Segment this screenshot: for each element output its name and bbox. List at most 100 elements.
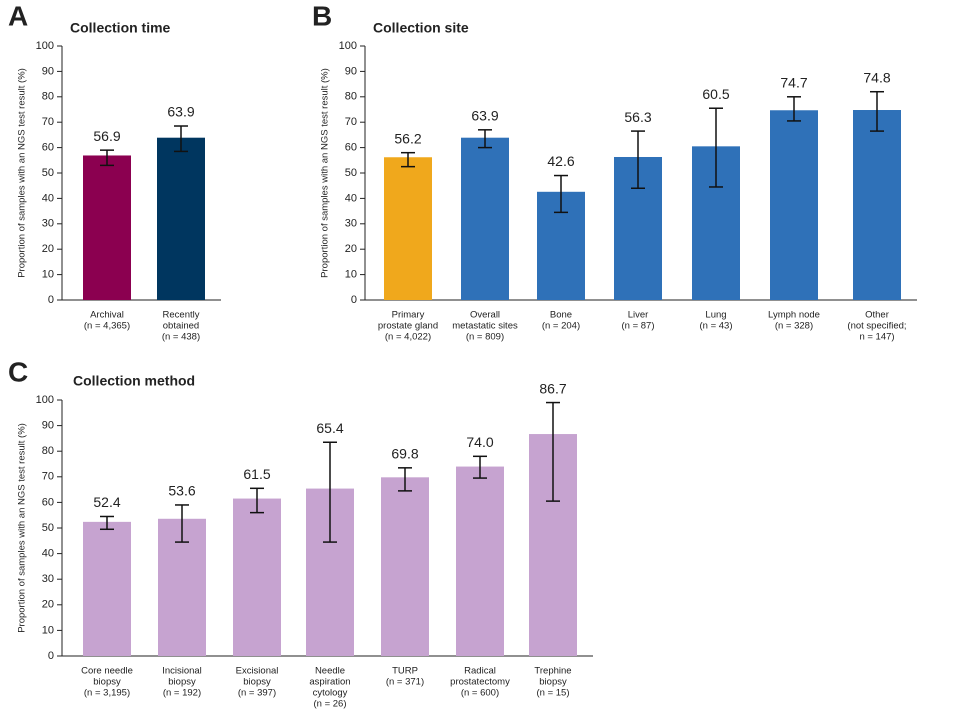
chart-title: Collection site	[373, 20, 469, 36]
x-tick-label: Other	[865, 310, 889, 321]
y-tick-label: 90	[42, 420, 54, 432]
value-label: 61.5	[243, 466, 270, 482]
value-label: 65.4	[316, 420, 343, 436]
y-tick-label: 60	[42, 142, 54, 154]
value-label: 52.4	[93, 494, 120, 510]
bar	[456, 466, 504, 656]
y-tick-label: 90	[345, 65, 357, 77]
chart-title: Collection method	[73, 373, 195, 389]
bar	[853, 110, 901, 301]
y-tick-label: 40	[345, 192, 357, 204]
bar	[461, 137, 509, 300]
y-tick-label: 10	[42, 624, 54, 636]
x-tick-label: Overall	[470, 310, 500, 321]
y-tick-label: 20	[42, 243, 54, 255]
y-tick-label: 50	[345, 167, 357, 179]
y-tick-label: 0	[351, 294, 357, 306]
x-tick-label: (n = 192)	[163, 688, 201, 699]
x-tick-label: Liver	[628, 310, 649, 321]
panel-letter: B	[312, 0, 332, 31]
x-tick-label: prostate gland	[378, 321, 438, 332]
value-label: 63.9	[471, 108, 498, 124]
x-tick-label: n = 147)	[859, 332, 894, 343]
x-tick-label: (not specified;	[847, 321, 906, 332]
bar	[233, 498, 281, 656]
x-tick-label: Recently	[163, 310, 200, 321]
bar	[384, 157, 432, 300]
x-tick-label: (n = 600)	[461, 688, 499, 699]
y-tick-label: 80	[42, 91, 54, 103]
y-tick-label: 20	[42, 599, 54, 611]
x-tick-label: Incisional	[162, 666, 202, 677]
y-tick-label: 100	[36, 394, 54, 406]
y-axis-label: Proportion of samples with an NGS test r…	[320, 68, 331, 278]
y-tick-label: 40	[42, 548, 54, 560]
chart-title: Collection time	[70, 20, 171, 36]
bar	[157, 137, 205, 300]
x-tick-label: Excisional	[236, 666, 279, 677]
x-tick-label: (n = 87)	[621, 321, 654, 332]
y-tick-label: 30	[42, 218, 54, 230]
x-tick-label: (n = 26)	[313, 699, 346, 710]
y-axis-label: Proportion of samples with an NGS test r…	[17, 68, 28, 278]
x-tick-label: (n = 3,195)	[84, 688, 130, 699]
y-tick-label: 60	[42, 496, 54, 508]
x-tick-label: (n = 809)	[466, 332, 504, 343]
y-tick-label: 100	[339, 40, 357, 52]
x-tick-label: prostatectomy	[450, 677, 510, 688]
x-tick-label: cytology	[313, 688, 348, 699]
value-label: 74.0	[466, 434, 493, 450]
y-tick-label: 70	[42, 471, 54, 483]
y-tick-label: 30	[42, 573, 54, 585]
y-tick-label: 0	[48, 650, 54, 662]
x-tick-label: (n = 204)	[542, 321, 580, 332]
y-tick-label: 0	[48, 294, 54, 306]
x-tick-label: metastatic sites	[452, 321, 518, 332]
x-tick-label: Needle	[315, 666, 345, 677]
y-tick-label: 40	[42, 192, 54, 204]
x-tick-label: Radical	[464, 666, 496, 677]
bar	[770, 110, 818, 301]
x-tick-label: Primary	[392, 310, 425, 321]
value-label: 56.2	[394, 130, 421, 146]
x-tick-label: aspiration	[309, 677, 350, 688]
value-label: 60.5	[702, 86, 729, 102]
value-label: 69.8	[391, 446, 418, 462]
x-tick-label: Core needle	[81, 666, 133, 677]
y-tick-label: 70	[345, 116, 357, 128]
x-tick-label: biopsy	[243, 677, 271, 688]
x-tick-label: Lymph node	[768, 310, 820, 321]
x-tick-label: (n = 438)	[162, 332, 200, 343]
value-label: 74.7	[780, 75, 807, 91]
y-tick-label: 80	[345, 91, 357, 103]
value-label: 86.7	[539, 380, 566, 396]
x-tick-label: Lung	[705, 310, 726, 321]
x-tick-label: (n = 397)	[238, 688, 276, 699]
panel-letter: C	[8, 356, 28, 387]
y-tick-label: 10	[42, 269, 54, 281]
value-label: 42.6	[547, 153, 574, 169]
y-tick-label: 60	[345, 142, 357, 154]
x-tick-label: Archival	[90, 310, 124, 321]
value-label: 63.9	[167, 104, 194, 120]
x-tick-label: (n = 15)	[536, 688, 569, 699]
x-tick-label: Bone	[550, 310, 572, 321]
x-tick-label: (n = 328)	[775, 321, 813, 332]
x-tick-label: (n = 4,365)	[84, 321, 130, 332]
x-tick-label: biopsy	[168, 677, 196, 688]
x-tick-label: TURP	[392, 666, 418, 677]
y-tick-label: 50	[42, 167, 54, 179]
value-label: 74.8	[863, 69, 890, 85]
bar	[381, 477, 429, 656]
y-axis-label: Proportion of samples with an NGS test r…	[17, 423, 28, 633]
x-tick-label: (n = 4,022)	[385, 332, 431, 343]
value-label: 56.3	[624, 109, 651, 125]
bar	[83, 155, 131, 300]
x-tick-label: obtained	[163, 321, 199, 332]
y-tick-label: 80	[42, 445, 54, 457]
x-tick-label: (n = 371)	[386, 677, 424, 688]
x-tick-label: (n = 43)	[699, 321, 732, 332]
bar	[83, 521, 131, 656]
y-tick-label: 100	[36, 40, 54, 52]
